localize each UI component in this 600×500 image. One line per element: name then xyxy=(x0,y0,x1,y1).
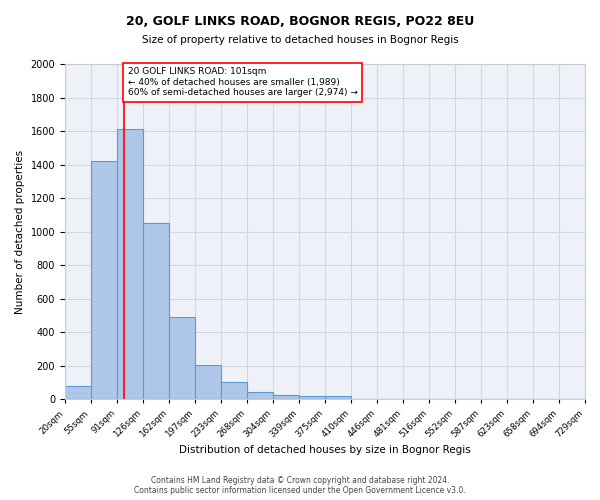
Bar xyxy=(65,386,91,400)
Bar xyxy=(247,392,273,400)
Text: Contains HM Land Registry data © Crown copyright and database right 2024.
Contai: Contains HM Land Registry data © Crown c… xyxy=(134,476,466,495)
Bar xyxy=(273,394,299,400)
Bar xyxy=(169,317,195,400)
Bar xyxy=(221,382,247,400)
Text: 20 GOLF LINKS ROAD: 101sqm
← 40% of detached houses are smaller (1,989)
60% of s: 20 GOLF LINKS ROAD: 101sqm ← 40% of deta… xyxy=(128,68,358,97)
Bar xyxy=(117,130,143,400)
X-axis label: Distribution of detached houses by size in Bognor Regis: Distribution of detached houses by size … xyxy=(179,445,471,455)
Text: Size of property relative to detached houses in Bognor Regis: Size of property relative to detached ho… xyxy=(142,35,458,45)
Bar xyxy=(195,365,221,400)
Y-axis label: Number of detached properties: Number of detached properties xyxy=(15,150,25,314)
Bar xyxy=(299,396,325,400)
Bar xyxy=(143,224,169,400)
Text: 20, GOLF LINKS ROAD, BOGNOR REGIS, PO22 8EU: 20, GOLF LINKS ROAD, BOGNOR REGIS, PO22 … xyxy=(126,15,474,28)
Bar xyxy=(91,162,117,400)
Bar xyxy=(325,396,351,400)
